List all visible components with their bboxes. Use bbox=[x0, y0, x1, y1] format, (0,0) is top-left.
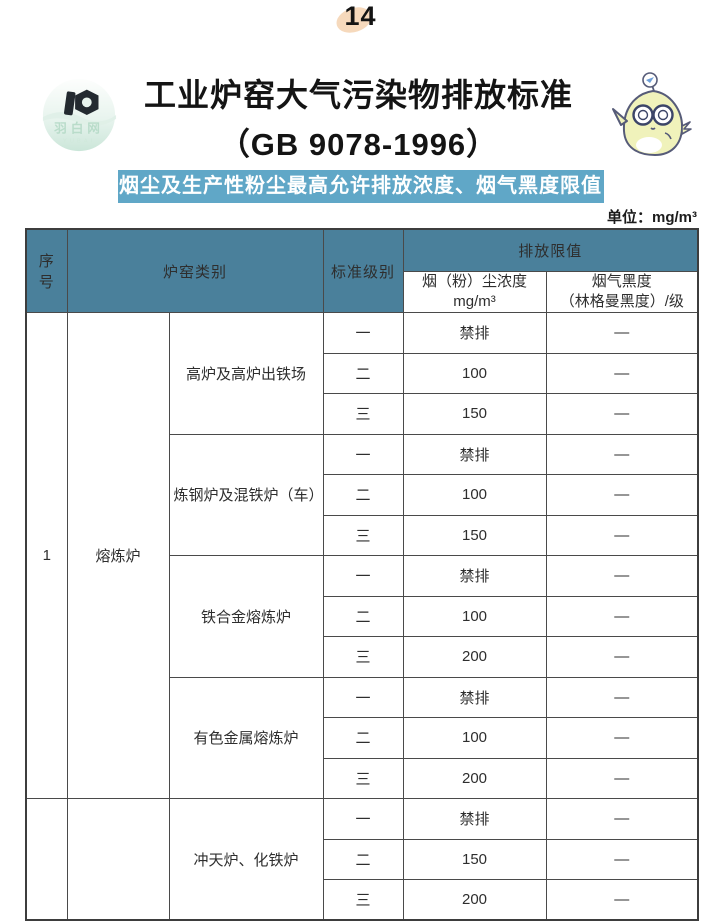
cell-level: 三 bbox=[322, 757, 404, 799]
cell-dust-value: 100 bbox=[402, 717, 547, 759]
emission-standards-table: 序号 炉窑类别 标准级别 排放限值 烟（粉）尘浓度 mg/m³ 烟气黑度 （林格… bbox=[25, 228, 700, 921]
cell-dust-value: 100 bbox=[402, 474, 547, 516]
header-dust-line1: 烟（粉）尘浓度 bbox=[422, 272, 528, 290]
cell-blackness-value: — bbox=[545, 474, 699, 516]
cell-index bbox=[25, 798, 68, 921]
title-line-1: 工业炉窑大气污染物排放标准 bbox=[143, 77, 573, 113]
cell-level: 二 bbox=[322, 595, 404, 637]
yubai-logo-icon: 羽白网 YUBAI bbox=[42, 78, 117, 151]
cell-dust-value: 禁排 bbox=[402, 312, 547, 354]
cell-dust-value: 100 bbox=[402, 352, 547, 394]
cell-blackness-value: — bbox=[545, 717, 699, 759]
unit-label: 单位：mg/m³ bbox=[606, 209, 697, 226]
cell-blackness-value: — bbox=[545, 636, 699, 678]
header-level: 标准级别 bbox=[322, 228, 404, 313]
cell-dust-value: 150 bbox=[402, 393, 547, 435]
cell-furnace-type: 炼钢炉及混铁炉（车） bbox=[168, 433, 324, 556]
page-number-row: 14 bbox=[0, 0, 721, 37]
cell-level: 三 bbox=[322, 879, 404, 921]
table-row: 1 熔炼炉 高炉及高炉出铁场 一 禁排 — bbox=[25, 312, 699, 799]
cell-level: 二 bbox=[322, 352, 404, 394]
logo: 羽白网 YUBAI bbox=[40, 75, 118, 160]
cell-dust-value: 200 bbox=[402, 757, 547, 799]
table-row: 二 100 — bbox=[26, 595, 699, 637]
cell-dust-value: 禁排 bbox=[402, 555, 547, 597]
logo-name-text: 羽白网 bbox=[54, 120, 104, 135]
cell-blackness-value: — bbox=[545, 757, 699, 799]
mascot-bird-icon bbox=[612, 71, 692, 156]
cell-dust-value: 150 bbox=[402, 838, 547, 880]
page-number: 14 bbox=[344, 1, 377, 31]
cell-blackness-value: — bbox=[545, 393, 699, 435]
cell-dust-value: 禁排 bbox=[402, 798, 547, 840]
cell-furnace-type: 高炉及高炉出铁场 bbox=[168, 312, 324, 435]
header-blackness: 烟气黑度 （林格曼黑度）/级 bbox=[545, 270, 699, 313]
section-banner: 烟尘及生产性粉尘最高允许排放浓度、烟气黑度限值 bbox=[117, 170, 604, 203]
header-dust: 烟（粉）尘浓度 mg/m³ bbox=[402, 270, 547, 313]
cell-level: 一 bbox=[322, 676, 404, 718]
cell-index: 1 bbox=[25, 312, 68, 799]
cell-blackness-value: — bbox=[545, 514, 699, 556]
table-row: 二 150 — bbox=[26, 838, 699, 880]
cell-blackness-value: — bbox=[545, 352, 699, 394]
page-title: 工业炉窑大气污染物排放标准 （GB 9078-1996） bbox=[118, 70, 599, 164]
header-limit-group: 排放限值 bbox=[402, 228, 699, 272]
title-line-2: （GB 9078-1996） bbox=[218, 127, 499, 162]
cell-blackness-value: — bbox=[545, 676, 699, 718]
table-row: 有色金属熔炼炉 一 禁排 — bbox=[26, 676, 699, 799]
cell-level: 一 bbox=[322, 555, 404, 597]
cell-dust-value: 禁排 bbox=[402, 433, 547, 475]
cell-level: 一 bbox=[322, 312, 404, 354]
cell-dust-value: 100 bbox=[402, 595, 547, 637]
cell-level: 二 bbox=[322, 838, 404, 880]
cell-level: 三 bbox=[322, 636, 404, 678]
cell-level: 三 bbox=[322, 514, 404, 556]
header-dust-line2: mg/m³ bbox=[453, 292, 496, 310]
cell-blackness-value: — bbox=[545, 312, 699, 354]
cell-dust-value: 150 bbox=[402, 514, 547, 556]
cell-furnace-type: 铁合金熔炼炉 bbox=[168, 555, 324, 678]
cell-dust-value: 禁排 bbox=[402, 676, 547, 718]
cell-level: 二 bbox=[322, 717, 404, 759]
cell-level: 二 bbox=[322, 474, 404, 516]
cell-blackness-value: — bbox=[545, 838, 699, 880]
unit-row: 单位：mg/m³ bbox=[25, 206, 697, 227]
cell-furnace-type: 冲天炉、化铁炉 bbox=[168, 798, 324, 921]
header-blackness-line1: 烟气黑度 bbox=[591, 272, 652, 290]
cell-blackness-value: — bbox=[545, 798, 699, 840]
cell-blackness-value: — bbox=[545, 879, 699, 921]
mascot bbox=[599, 71, 703, 164]
cell-category: 熔炼炉 bbox=[66, 312, 170, 799]
cell-level: 三 bbox=[322, 393, 404, 435]
table-row: 二 100 — bbox=[26, 717, 699, 759]
cell-dust-value: 200 bbox=[402, 879, 547, 921]
table-row: 铁合金熔炼炉 一 禁排 — bbox=[26, 555, 699, 678]
table-row: 冲天炉、化铁炉 一 禁排 — bbox=[25, 798, 699, 921]
cell-furnace-type: 有色金属熔炼炉 bbox=[168, 676, 324, 799]
header-index: 序号 bbox=[25, 228, 68, 313]
logo-sub-text: YUBAI bbox=[63, 138, 95, 144]
table-row: 三 200 — bbox=[26, 636, 699, 678]
table-row: 三 150 — bbox=[26, 514, 699, 556]
cell-category bbox=[66, 798, 170, 921]
cell-blackness-value: — bbox=[545, 433, 699, 475]
header-band: 羽白网 YUBAI 工业炉窑大气污染物排放标准 （GB 9078-1996） bbox=[0, 71, 721, 162]
cell-blackness-value: — bbox=[545, 595, 699, 637]
header-category: 炉窑类别 bbox=[66, 228, 324, 313]
table-row: 二 100 — bbox=[26, 352, 699, 394]
table-row: 三 150 — bbox=[26, 393, 699, 435]
cell-dust-value: 200 bbox=[402, 636, 547, 678]
cell-level: 一 bbox=[322, 433, 404, 475]
cell-blackness-value: — bbox=[545, 555, 699, 597]
cell-level: 一 bbox=[322, 798, 404, 840]
header-blackness-line2: （林格曼黑度）/级 bbox=[559, 292, 684, 310]
